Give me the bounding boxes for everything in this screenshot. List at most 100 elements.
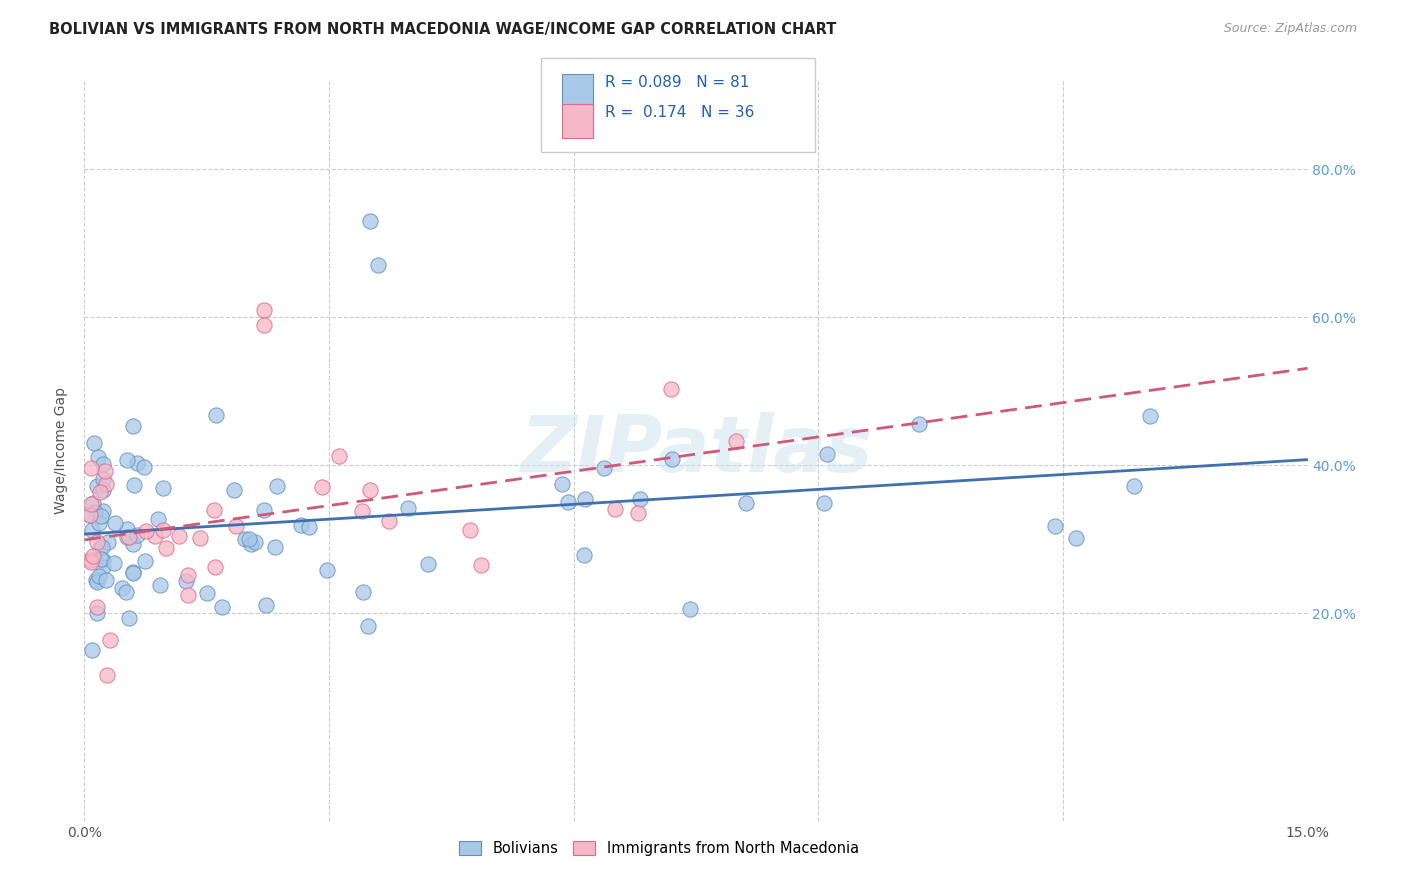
Point <box>174 574 197 588</box>
Point <box>89 541 111 555</box>
Point <box>86 479 108 493</box>
Point <box>735 496 758 510</box>
Point <box>152 523 174 537</box>
Point <box>195 585 218 599</box>
Point <box>177 588 200 602</box>
Point <box>238 532 260 546</box>
Point <box>593 461 616 475</box>
Point <box>628 491 651 506</box>
Point <box>80 497 103 511</box>
Point <box>1043 519 1066 533</box>
Point <box>225 519 247 533</box>
Point <box>86 606 108 620</box>
Point <box>328 449 350 463</box>
Point <box>118 530 141 544</box>
Point <box>86 573 108 587</box>
Point <box>111 581 134 595</box>
Point <box>89 516 111 530</box>
Point <box>134 460 156 475</box>
Point <box>266 479 288 493</box>
Point <box>311 480 333 494</box>
Point <box>679 602 702 616</box>
Point <box>122 478 145 492</box>
Point <box>79 508 101 523</box>
Text: BOLIVIAN VS IMMIGRANTS FROM NORTH MACEDONIA WAGE/INCOME GAP CORRELATION CHART: BOLIVIAN VS IMMIGRANTS FROM NORTH MACEDO… <box>49 22 837 37</box>
Point <box>254 598 277 612</box>
Point <box>155 541 177 555</box>
Point <box>98 632 121 647</box>
Point <box>367 259 389 273</box>
Point <box>90 551 112 566</box>
Point <box>115 530 138 544</box>
Point <box>134 554 156 568</box>
Point <box>243 535 266 549</box>
Point <box>115 453 138 467</box>
Point <box>122 565 145 579</box>
Point <box>149 578 172 592</box>
Point <box>84 505 107 519</box>
Point <box>418 557 440 571</box>
Point <box>91 504 114 518</box>
Point <box>94 464 117 478</box>
Point <box>167 529 190 543</box>
Point <box>121 566 143 580</box>
Point <box>91 540 114 554</box>
Legend: Bolivians, Immigrants from North Macedonia: Bolivians, Immigrants from North Macedon… <box>454 835 865 862</box>
Point <box>233 533 256 547</box>
Y-axis label: Wage/Income Gap: Wage/Income Gap <box>55 387 69 514</box>
Point <box>253 318 276 332</box>
Point <box>1139 409 1161 423</box>
Point <box>89 484 111 499</box>
Point <box>603 501 626 516</box>
Point <box>188 531 211 545</box>
Point <box>359 483 381 498</box>
Point <box>103 557 125 571</box>
Point <box>86 600 108 615</box>
Point <box>117 522 139 536</box>
Point <box>104 516 127 531</box>
Point <box>396 500 419 515</box>
Point <box>1064 532 1087 546</box>
Point <box>86 535 108 549</box>
Point <box>352 585 374 599</box>
Point <box>127 527 149 541</box>
Point <box>96 667 118 681</box>
Point <box>357 619 380 633</box>
Point <box>204 408 226 422</box>
Point <box>204 559 226 574</box>
Point <box>659 382 682 396</box>
Point <box>222 483 245 498</box>
Point <box>817 447 839 461</box>
Point <box>122 418 145 433</box>
Point <box>79 508 101 523</box>
Point <box>148 512 170 526</box>
Point <box>202 503 225 517</box>
Point <box>83 436 105 450</box>
Point <box>460 523 482 537</box>
Text: ZIPatlas: ZIPatlas <box>520 412 872 489</box>
Point <box>86 575 108 590</box>
Point <box>152 481 174 495</box>
Point <box>211 599 233 614</box>
Point <box>91 483 114 497</box>
Point <box>80 461 103 475</box>
Point <box>661 451 683 466</box>
Point <box>177 567 200 582</box>
Point <box>298 519 321 533</box>
Point <box>135 524 157 539</box>
Point <box>907 417 929 431</box>
Point <box>551 477 574 491</box>
Point <box>1122 479 1144 493</box>
Point <box>557 495 579 509</box>
Point <box>143 529 166 543</box>
Point <box>87 450 110 464</box>
Point <box>125 456 148 470</box>
Point <box>253 502 276 516</box>
Point <box>572 548 595 562</box>
Point <box>79 553 101 567</box>
Point <box>122 537 145 551</box>
Point <box>93 560 115 574</box>
Point <box>239 537 262 551</box>
Point <box>352 504 374 518</box>
Point <box>574 491 596 506</box>
